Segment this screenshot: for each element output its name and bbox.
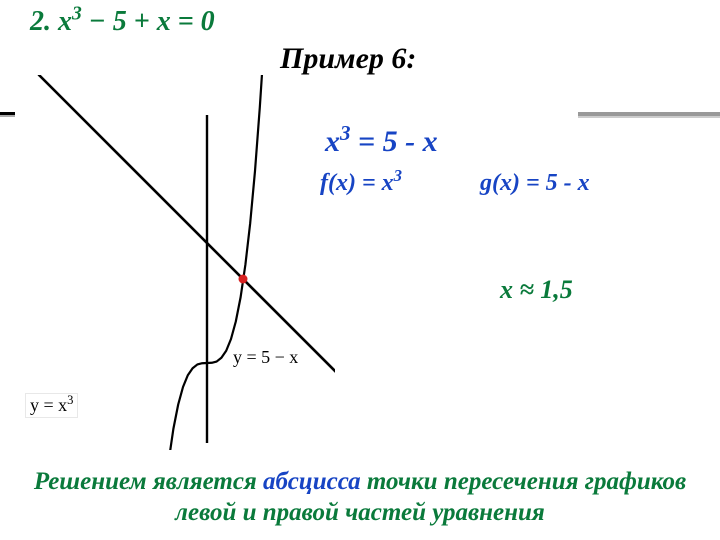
slide: 2. x3 − 5 + x = 0 Пример 6: y = x3 y = 5…	[0, 0, 720, 540]
f-of-x: f(x) = x3	[320, 170, 402, 197]
rearranged-equation: x3 = 5 - x	[325, 125, 438, 159]
caption-pre: Решением является	[34, 468, 263, 495]
graph-label-line: y = 5 − x	[230, 346, 301, 369]
problem-heading: 2. x3 − 5 + x = 0	[30, 6, 215, 38]
divider-right	[578, 112, 720, 118]
example-label: Пример 6:	[280, 42, 416, 76]
problem-index: 2.	[30, 6, 58, 37]
graph-label-cubic: y = x3	[25, 393, 78, 418]
g-of-x: g(x) = 5 - x	[480, 170, 590, 197]
caption-highlight: абсцисса	[263, 468, 361, 495]
approx-solution: x ≈ 1,5	[500, 275, 573, 305]
equation-lhs: x	[58, 6, 72, 37]
equation-rest: − 5 + x = 0	[82, 6, 215, 37]
caption: Решением является абсцисса точки пересеч…	[0, 466, 720, 529]
equation-exp: 3	[72, 4, 82, 25]
